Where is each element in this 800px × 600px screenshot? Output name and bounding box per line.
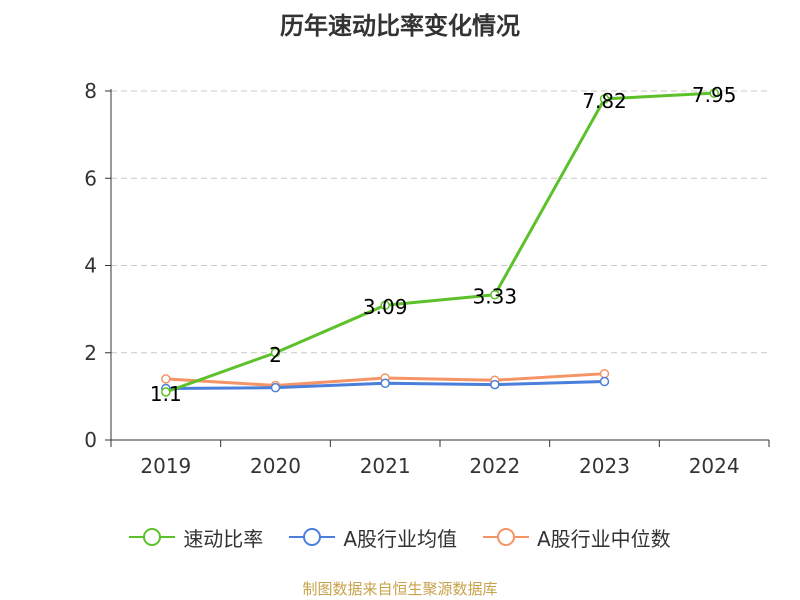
y-tick-label: 2 [84,341,97,365]
data-point-0 [709,88,719,98]
x-tick-label: 2020 [250,454,301,478]
x-tick-label: 2024 [689,454,740,478]
data-point-0 [380,300,390,310]
y-tick-label: 8 [84,79,97,103]
grid-lines [111,90,769,354]
legend-label-industry-median: A股行业中位数 [537,526,671,551]
data-point-2 [161,374,171,384]
data-point-1 [490,379,500,390]
data-point-0 [161,387,171,397]
x-tick-label: 2023 [579,454,630,478]
legend-marker-blue [289,528,336,546]
y-tick-label: 4 [84,254,97,278]
x-tick-label: 2019 [140,454,191,478]
data-point-1 [380,378,390,389]
data-point-2 [599,368,610,379]
x-tick-label: 2022 [469,454,520,478]
series-layer [161,88,719,397]
legend-item-quick-ratio[interactable]: 速动比率 [129,523,263,552]
legend-label-industry-mean: A股行业均值 [343,526,457,551]
data-point-1 [599,376,610,387]
data-label: 7.82 [582,89,627,113]
x-tick-label: 2021 [360,454,411,478]
series-line-0 [165,91,715,394]
legend-item-industry-mean[interactable]: A股行业均值 [289,523,457,552]
data-labels: 1.1 2 3.09 3.33 7.82 7.95 [150,83,737,406]
y-tick-label: 0 [84,428,97,452]
chart-title: 历年速动比率变化情况 [280,12,520,40]
data-point-0 [599,94,610,104]
legend-marker-orange [483,528,529,546]
data-label: 7.95 [692,83,737,107]
y-tick-label: 6 [84,166,97,190]
data-point-1 [270,382,281,393]
data-point-0 [270,348,281,358]
legend-item-industry-median[interactable]: A股行业中位数 [483,523,671,552]
data-label: 3.33 [473,285,518,309]
data-point-0 [490,289,500,300]
data-label: 3.09 [363,295,408,319]
legend-marker-green [129,528,176,546]
data-label: 1.1 [150,382,182,406]
legend-label-quick-ratio: 速动比率 [183,526,264,551]
data-source-note: 制图数据来自恒生聚源数据库 [302,580,498,598]
legend: 速动比率 A股行业均值 A股行业中位数 [0,522,800,552]
data-label: 2 [269,343,282,367]
axes: 0 2 4 6 8 2019 2020 2021 2022 2023 2024 [84,79,770,478]
